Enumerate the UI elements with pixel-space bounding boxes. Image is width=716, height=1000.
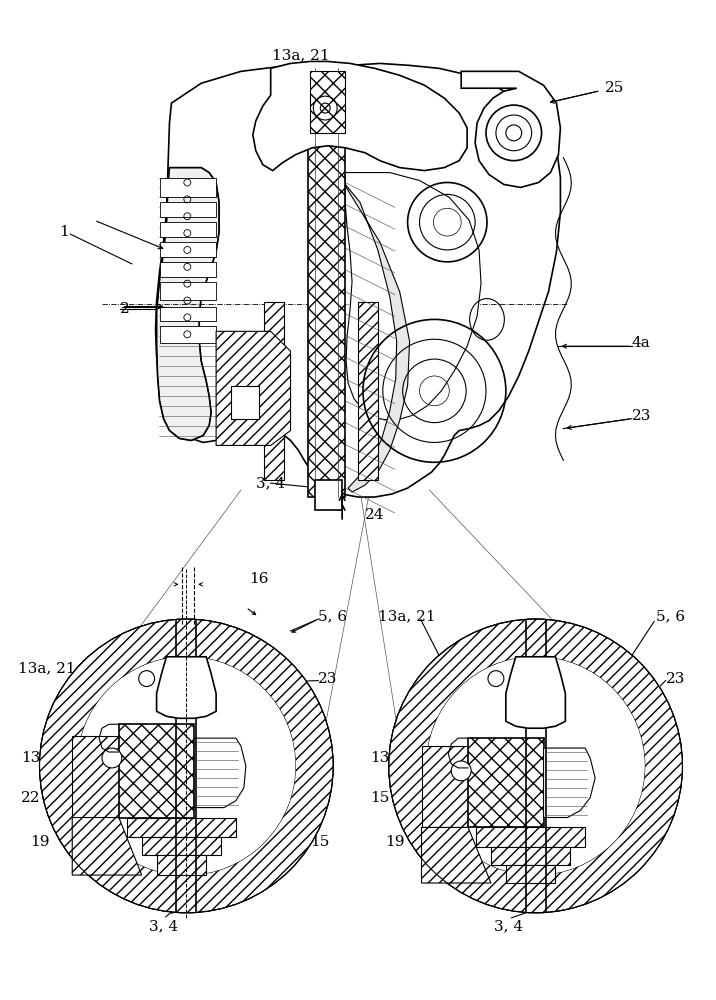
Text: 13: 13 [21, 751, 40, 765]
Text: 3, 4: 3, 4 [256, 476, 285, 490]
Circle shape [451, 761, 471, 781]
Text: 5, 6: 5, 6 [656, 609, 684, 623]
Text: 13a, 21: 13a, 21 [378, 609, 435, 623]
Text: 13: 13 [370, 751, 390, 765]
Text: 13a, 21: 13a, 21 [271, 48, 329, 62]
Polygon shape [142, 837, 221, 855]
Text: 23: 23 [666, 672, 685, 686]
Wedge shape [39, 619, 333, 913]
Polygon shape [310, 71, 345, 133]
Polygon shape [127, 818, 236, 837]
Polygon shape [491, 847, 571, 865]
Polygon shape [160, 178, 216, 197]
Polygon shape [461, 71, 561, 187]
Polygon shape [160, 262, 216, 277]
Polygon shape [476, 827, 585, 847]
Text: 19: 19 [384, 835, 405, 849]
Polygon shape [119, 724, 194, 818]
Polygon shape [330, 173, 410, 492]
Polygon shape [160, 326, 216, 343]
Polygon shape [160, 202, 216, 217]
Polygon shape [160, 222, 216, 237]
Text: 23: 23 [632, 409, 652, 423]
Polygon shape [505, 657, 566, 728]
Polygon shape [72, 818, 142, 875]
Polygon shape [505, 865, 556, 883]
Text: 22: 22 [21, 791, 40, 805]
Polygon shape [160, 307, 216, 321]
Polygon shape [309, 68, 345, 497]
Circle shape [39, 619, 333, 913]
Polygon shape [468, 738, 543, 827]
Polygon shape [543, 748, 595, 818]
Polygon shape [253, 61, 467, 171]
Polygon shape [263, 302, 284, 480]
Polygon shape [155, 63, 561, 497]
Text: 19: 19 [31, 835, 50, 849]
Circle shape [102, 748, 122, 768]
Polygon shape [345, 173, 481, 421]
Text: 15: 15 [310, 835, 330, 849]
Wedge shape [389, 619, 682, 913]
Polygon shape [231, 386, 258, 419]
Polygon shape [160, 282, 216, 300]
Text: 3, 4: 3, 4 [494, 920, 523, 934]
Text: 15: 15 [370, 791, 390, 805]
Polygon shape [157, 168, 219, 440]
Text: 3, 4: 3, 4 [149, 920, 178, 934]
Polygon shape [422, 746, 468, 827]
Polygon shape [157, 855, 206, 875]
Text: 2: 2 [120, 302, 130, 316]
Text: 16: 16 [249, 572, 268, 586]
Polygon shape [216, 331, 291, 445]
Text: 13a, 21: 13a, 21 [18, 662, 75, 676]
Polygon shape [194, 738, 246, 808]
Polygon shape [157, 657, 216, 718]
Polygon shape [160, 242, 216, 257]
Text: 1: 1 [59, 225, 69, 239]
Text: 24: 24 [365, 508, 384, 522]
Text: 4a: 4a [632, 336, 651, 350]
Text: 25: 25 [605, 81, 624, 95]
Polygon shape [315, 480, 342, 510]
Polygon shape [72, 736, 119, 818]
Circle shape [389, 619, 682, 913]
Circle shape [77, 657, 296, 875]
Text: 5, 6: 5, 6 [319, 609, 347, 623]
Polygon shape [422, 827, 491, 883]
Circle shape [427, 657, 644, 875]
Text: 23: 23 [319, 672, 338, 686]
Polygon shape [358, 302, 378, 480]
